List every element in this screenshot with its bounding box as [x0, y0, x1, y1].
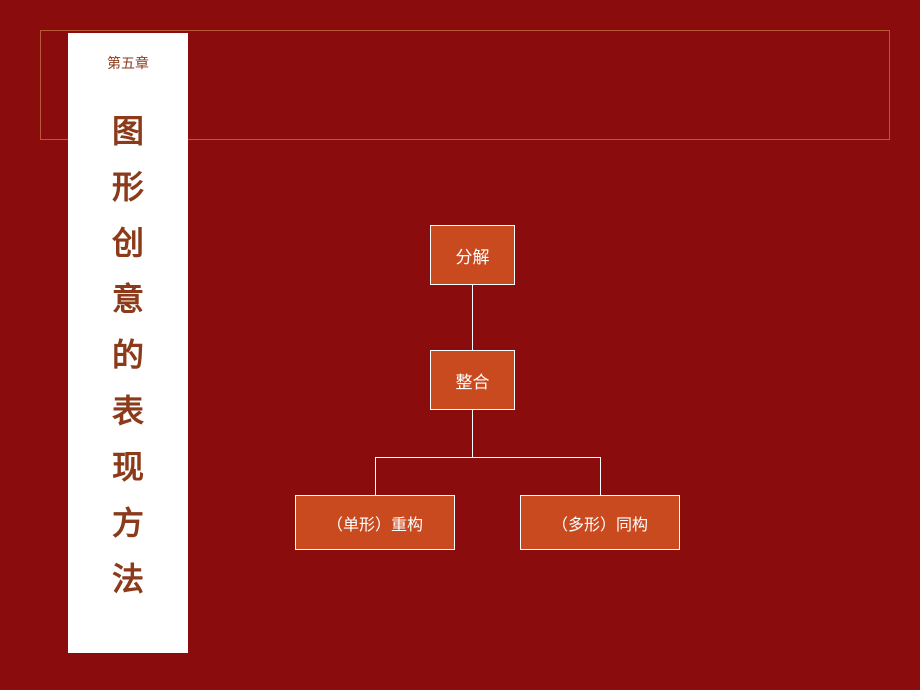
- title-char: 形: [112, 159, 144, 215]
- flow-node-n2: 整合: [430, 350, 515, 410]
- title-char: 法: [112, 551, 144, 607]
- title-char: 的: [112, 327, 144, 383]
- vertical-title: 图形创意的表现方法: [112, 103, 144, 607]
- flow-node-n1: 分解: [430, 225, 515, 285]
- title-char: 现: [112, 439, 144, 495]
- flow-node-n3: （单形）重构: [295, 495, 455, 550]
- connector-2: [375, 457, 600, 458]
- title-char: 意: [112, 271, 144, 327]
- connector-3: [375, 457, 376, 495]
- sidebar: 第五章 图形创意的表现方法: [68, 33, 188, 653]
- connector-1: [472, 410, 473, 457]
- flow-node-n4: （多形）同构: [520, 495, 680, 550]
- title-char: 创: [112, 215, 144, 271]
- title-char: 方: [112, 495, 144, 551]
- connector-0: [472, 285, 473, 350]
- title-char: 表: [112, 383, 144, 439]
- chapter-label: 第五章: [107, 53, 149, 73]
- connector-4: [600, 457, 601, 495]
- title-char: 图: [112, 103, 144, 159]
